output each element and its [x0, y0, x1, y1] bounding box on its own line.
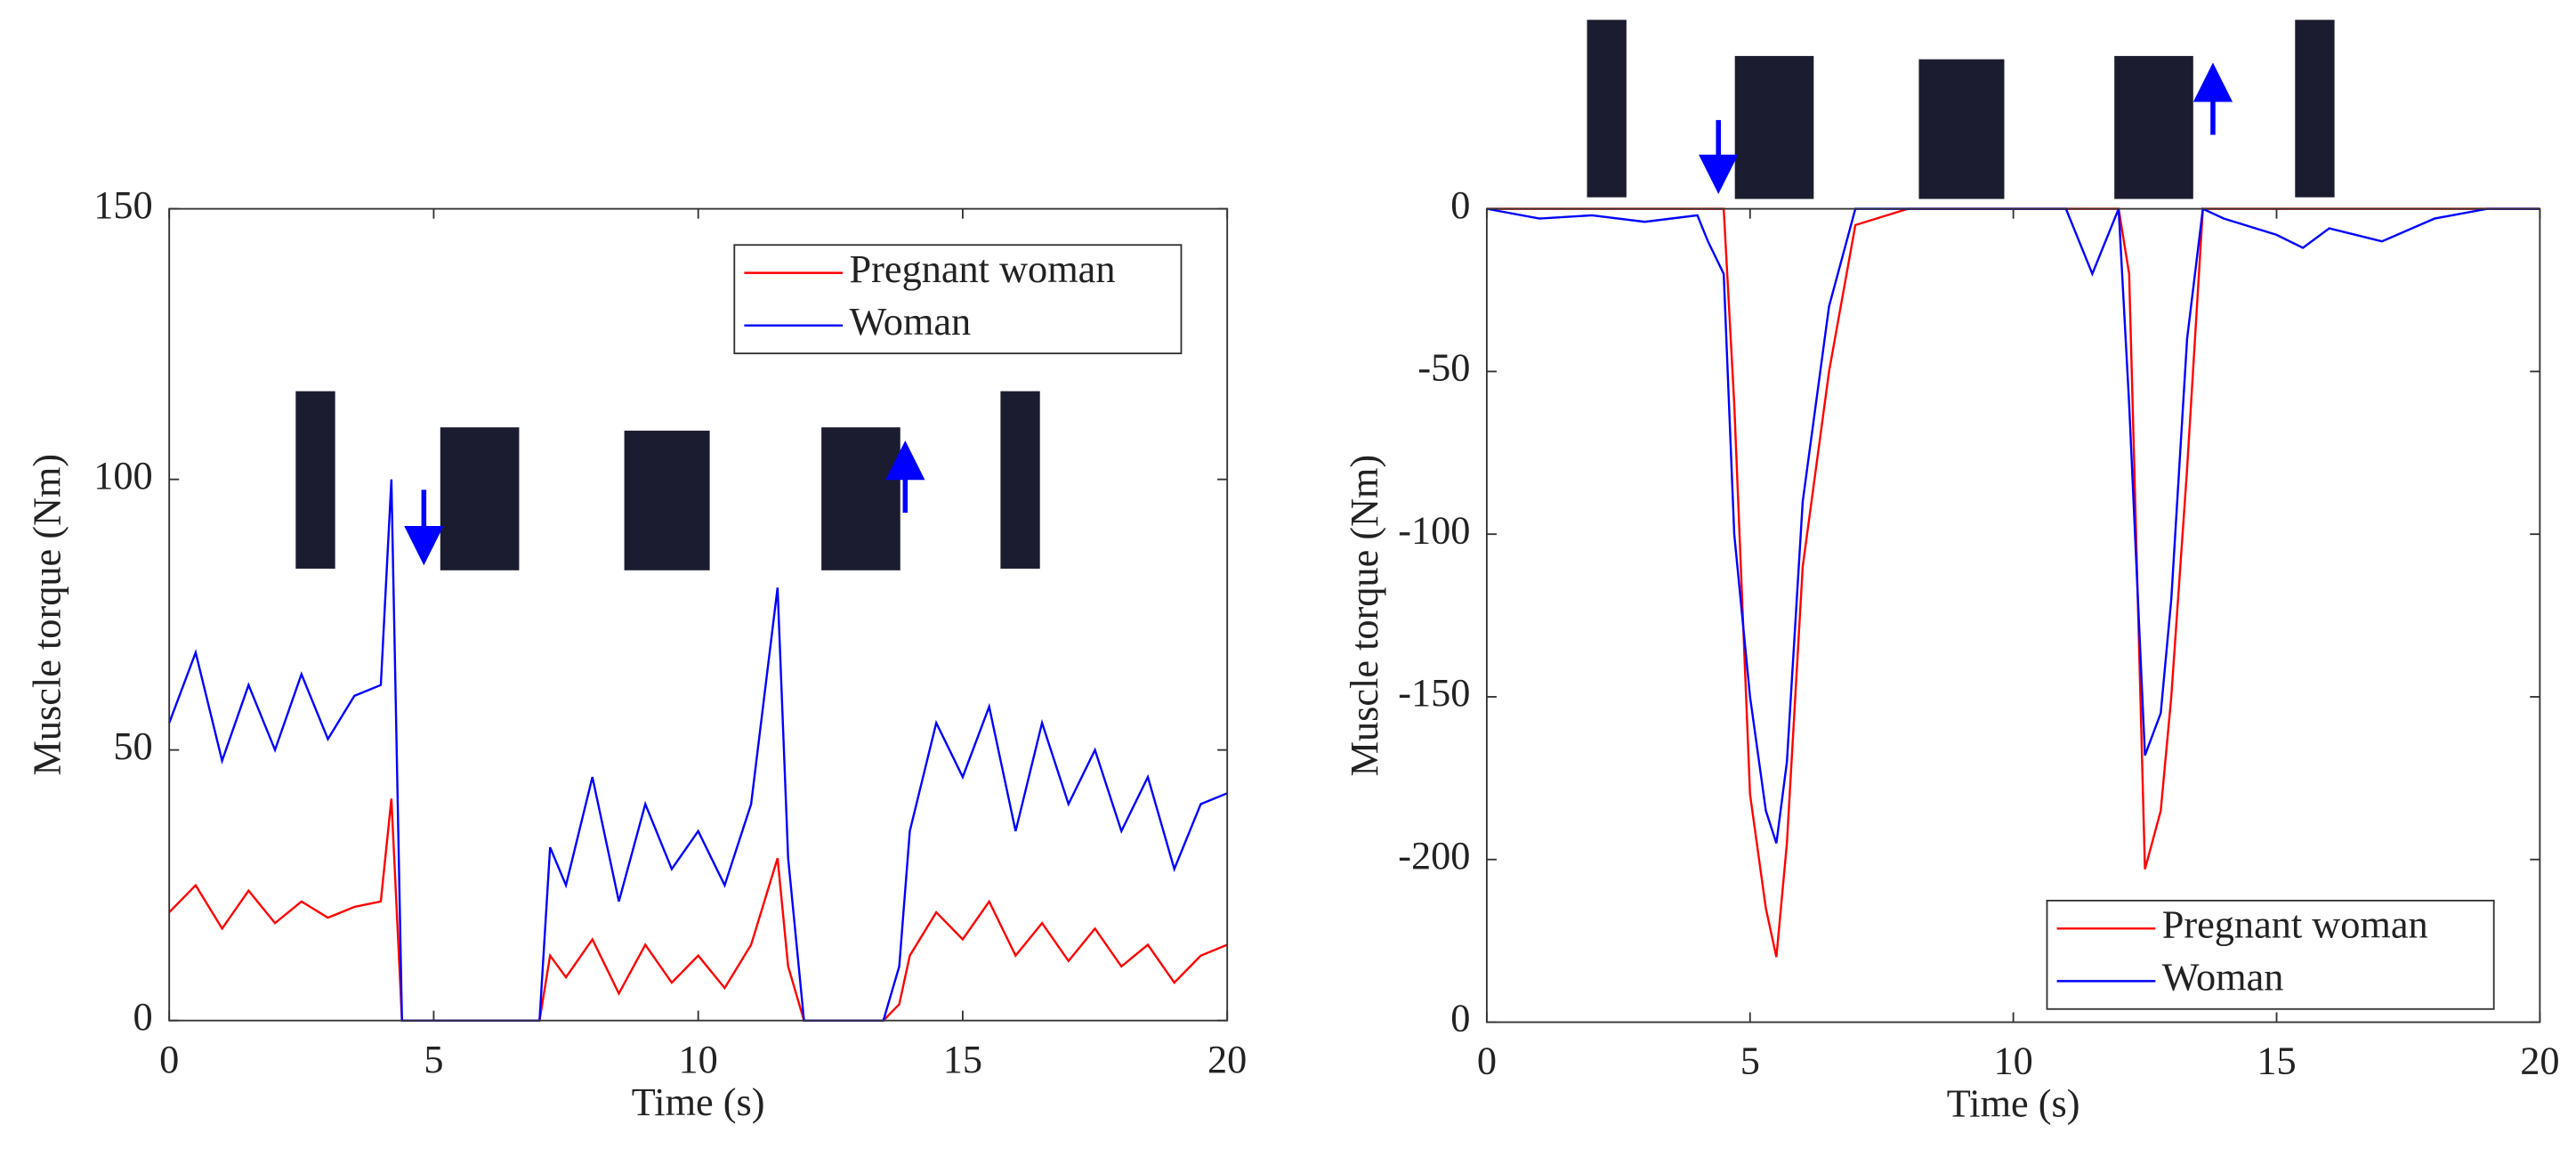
pose-image [1587, 20, 1627, 198]
y-tick-label: -50 [1417, 346, 1470, 390]
x-tick-label: 20 [1207, 1038, 1247, 1081]
y-tick-label: 50 [113, 724, 152, 768]
data-line [168, 479, 1228, 1022]
x-tick-label: 0 [159, 1038, 179, 1081]
y-tick-label: -200 [1398, 834, 1470, 878]
legend-label: Pregnant woman [2162, 902, 2428, 946]
pose-image [1000, 391, 1040, 569]
y-tick-label: 150 [93, 183, 152, 227]
x-tick-label: 0 [1477, 1040, 1497, 1083]
arrows [404, 62, 2233, 566]
x-tick-label: 10 [679, 1038, 718, 1081]
x-axis-label: Time (s) [632, 1080, 765, 1124]
legend: Pregnant woman Woman [2046, 899, 2495, 1010]
legend-box [733, 244, 1183, 355]
legend-box [2046, 899, 2495, 1010]
y-tick-label: 0 [1450, 183, 1470, 227]
y-tick-label: -100 [1398, 508, 1470, 552]
pose-image [440, 427, 520, 570]
x-tick-label: 20 [2520, 1040, 2559, 1083]
y-tick-label: 0 [1450, 997, 1470, 1040]
y-axis-label: Muscle torque (Nm) [1343, 455, 1386, 777]
x-tick-label: 15 [943, 1038, 982, 1081]
x-tick-label: 15 [2257, 1040, 2296, 1083]
pose-image [821, 427, 900, 570]
poses [295, 20, 2335, 570]
pose-image [295, 391, 335, 569]
x-tick-label: 5 [1740, 1040, 1760, 1083]
data-line [168, 798, 1228, 1022]
data-line [1486, 207, 2540, 958]
legend: Pregnant woman Woman [733, 244, 1183, 355]
pose-image [1918, 59, 2005, 199]
pose-image [1734, 55, 1814, 199]
legend-label: Woman [2162, 956, 2284, 999]
y-tick-label: 100 [93, 454, 152, 498]
x-axis-label: Time (s) [1947, 1082, 2080, 1126]
x-tick-label: 5 [424, 1038, 443, 1081]
y-tick-label: 0 [133, 995, 153, 1039]
pose-image [2295, 20, 2335, 198]
y-tick-label: -150 [1398, 671, 1470, 715]
y-axis-label: Muscle torque (Nm) [25, 454, 69, 776]
legend-label: Woman [850, 300, 972, 344]
pose-image [624, 430, 710, 570]
x-tick-label: 10 [1993, 1040, 2032, 1083]
legend-label: Pregnant woman [850, 247, 1116, 291]
data-line [1486, 206, 2540, 844]
pose-image [2114, 55, 2193, 199]
